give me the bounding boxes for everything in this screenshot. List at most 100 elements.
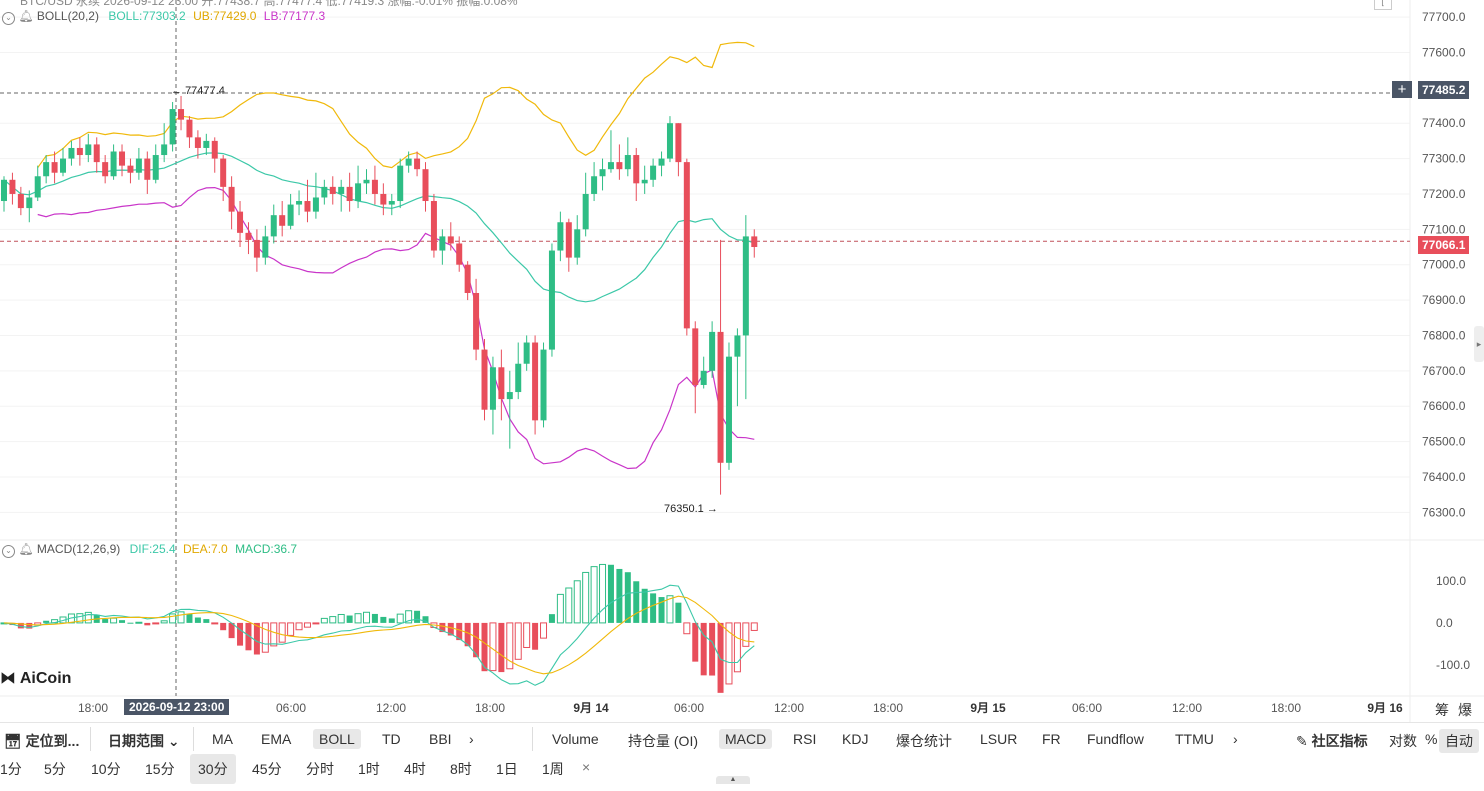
interval-timeline[interactable]: 分时 (306, 761, 334, 777)
calendar-icon: 📅︎ (4, 733, 22, 749)
price-tick-label: 76700.0 (1422, 364, 1466, 378)
corner-menu-icon[interactable]: ⌊ (1374, 0, 1392, 10)
candle-body (506, 392, 513, 400)
macd-histogram-bar (177, 611, 185, 624)
macd-histogram-bar (742, 622, 750, 647)
expand-handle-icon[interactable]: ▸ (1474, 326, 1484, 362)
main-indicator-ma[interactable]: MA (212, 731, 233, 747)
candle-body (119, 151, 126, 166)
axis-corner-1[interactable]: 筹 (1435, 702, 1449, 718)
time-tick-label: 18:00 (78, 701, 108, 715)
macd-histogram-bar (303, 622, 311, 628)
locate-button[interactable]: 📅︎ 定位到... (4, 733, 80, 749)
candle-body (633, 155, 640, 184)
candle-body (169, 109, 176, 145)
collapse-icon[interactable]: ⌄ (2, 12, 15, 25)
interval-1h[interactable]: 1时 (358, 761, 380, 777)
sub-indicator-volume[interactable]: Volume (552, 731, 599, 747)
interval-4h[interactable]: 4时 (404, 761, 426, 777)
candle-body (110, 151, 117, 177)
indicator-toolbar: 📅︎ 定位到... 日期范围 ⌄ MA EMA BOLL TD BBI › Vo… (0, 722, 1484, 755)
main-indicator-bbi[interactable]: BBI (429, 731, 452, 747)
time-tick-label: 12:00 (774, 701, 804, 715)
macd-histogram-bar (211, 622, 219, 625)
interval-1d[interactable]: 1日 (496, 761, 518, 777)
macd-tick-label: -100.0 (1436, 658, 1470, 672)
price-chart[interactable]: 77700.0 77600.0 77400.0 77300.0 77200.0 77100… (0, 0, 1484, 722)
main-indicator-ema[interactable]: EMA (261, 731, 292, 747)
macd-histogram-bar (498, 622, 505, 673)
macd-histogram-bar (675, 602, 682, 623)
candle-body (102, 162, 109, 177)
main-indicator-boll[interactable]: BOLL (313, 729, 361, 749)
candle-body (34, 176, 41, 198)
bell-icon[interactable]: 🔔︎ (18, 542, 34, 556)
price-tick-label: 77100.0 (1422, 222, 1466, 236)
percent-toggle[interactable]: % (1425, 731, 1438, 747)
sub-indicator-rsi[interactable]: RSI (793, 731, 817, 747)
collapse-icon[interactable]: ⌄ (2, 545, 15, 558)
crosshair-plus-icon[interactable]: + (1392, 81, 1412, 98)
macd-histogram-bar (750, 622, 758, 631)
ub-value: UB:77429.0 (193, 9, 257, 23)
interval-5m[interactable]: 5分 (44, 761, 66, 777)
close-icon[interactable]: × (582, 759, 591, 775)
chevron-right-icon[interactable]: › (469, 731, 474, 747)
macd-histogram-bar (607, 564, 614, 623)
macd-histogram-bar (447, 622, 454, 636)
macd-histogram-bar (388, 618, 395, 623)
macd-histogram-bar (17, 622, 24, 629)
axis-corner-2[interactable]: 爆 (1458, 702, 1472, 718)
macd-histogram-bar (194, 617, 201, 623)
sub-indicator-liq[interactable]: 爆仓统计 (896, 733, 952, 749)
candle-body (355, 183, 362, 202)
sub-indicator-fundflow[interactable]: Fundflow (1087, 731, 1144, 747)
macd-histogram-bar (456, 622, 463, 641)
interval-45m[interactable]: 45分 (252, 761, 282, 777)
candle-body (666, 123, 673, 159)
interval-10m[interactable]: 10分 (91, 761, 121, 777)
candle-body (388, 201, 395, 205)
macd-histogram-bar (337, 613, 345, 624)
price-tick-label: 76800.0 (1422, 328, 1466, 342)
interval-15m[interactable]: 15分 (145, 761, 175, 777)
candle-body (203, 140, 210, 148)
sub-indicator-macd[interactable]: MACD (719, 729, 773, 749)
bell-icon[interactable]: 🔔︎ (18, 9, 34, 23)
candle-body (304, 201, 311, 212)
interval-1w[interactable]: 1周 (542, 761, 564, 777)
edit-icon: ✎ (1296, 733, 1308, 749)
time-tick-label: 18:00 (475, 701, 505, 715)
main-indicator-td[interactable]: TD (382, 731, 401, 747)
candle-body (245, 232, 252, 240)
sub-indicator-lsur[interactable]: LSUR (980, 731, 1018, 747)
last-price-tag: 77066.1 (1418, 236, 1470, 254)
sub-indicator-oi[interactable]: 持仓量 (OI) (628, 733, 698, 749)
sub-indicator-kdj[interactable]: KDJ (842, 731, 869, 747)
time-tick-label: 06:00 (1072, 701, 1102, 715)
interval-8h[interactable]: 8时 (450, 761, 472, 777)
candle-body (557, 222, 564, 251)
dea-value: DEA:7.0 (183, 542, 228, 556)
macd-histogram-bar (523, 622, 531, 648)
candle-body (296, 201, 303, 205)
date-range-button[interactable]: 日期范围 ⌄ (108, 733, 180, 749)
macd-histogram-bar (590, 566, 598, 624)
candle-body (43, 162, 50, 177)
sub-indicator-fr[interactable]: FR (1042, 731, 1061, 747)
price-tick-label: 76300.0 (1422, 505, 1466, 519)
auto-scale-toggle[interactable]: 自动 (1439, 729, 1479, 753)
candle-body (422, 169, 429, 202)
macd-histogram-bar (717, 622, 724, 693)
candle-body (338, 186, 345, 194)
candle-body (93, 144, 100, 163)
panel-toggle-icon[interactable]: ▲ (716, 776, 750, 784)
candle-body (717, 331, 724, 463)
chevron-right-icon[interactable]: › (1233, 731, 1238, 747)
interval-30m[interactable]: 30分 (190, 754, 236, 784)
community-indicators-button[interactable]: ✎ 社区指标 (1296, 733, 1368, 749)
sub-indicator-ttmu[interactable]: TTMU (1175, 731, 1214, 747)
log-scale-toggle[interactable]: 对数 (1389, 733, 1417, 749)
aicoin-watermark: ⧓ AiCoin (0, 668, 71, 688)
interval-1m[interactable]: 1分 (0, 761, 22, 777)
